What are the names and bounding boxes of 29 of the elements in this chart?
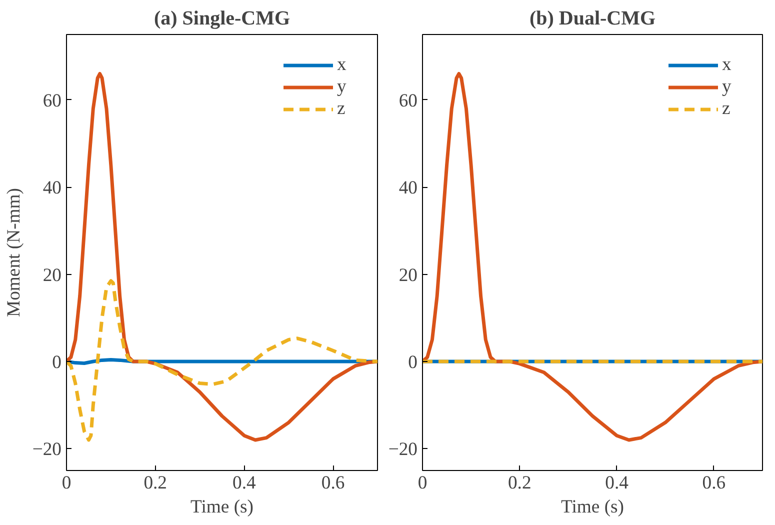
y-tick-label: −20 [32, 439, 62, 460]
x-tick-label: 0.6 [702, 472, 726, 494]
legend-label: x [337, 54, 348, 76]
legend-label: x [722, 54, 732, 76]
y-tick-label: 60 [42, 90, 62, 112]
x-tick-label: 0.4 [232, 472, 257, 494]
x-tick-label: 0.2 [508, 472, 532, 494]
line-series [66, 72, 378, 442]
y-axis-title: Moment (N-mm) [3, 188, 24, 318]
x-axis-title: Time (s) [560, 496, 624, 518]
legend-label: z [337, 98, 346, 120]
x-tick-label: 0.6 [321, 472, 345, 494]
chart-title: (b) Dual-CMG [529, 8, 656, 30]
y-tick-label: 20 [398, 264, 418, 286]
chart-title: (a) Single-CMG [154, 8, 290, 30]
y-tick-label: 40 [398, 178, 418, 199]
y-tick-label: 20 [42, 264, 62, 286]
x-axis-title: Time (s) [190, 496, 254, 518]
legend-label: z [722, 98, 732, 120]
y-tick-label: 0 [408, 352, 418, 373]
x-tick-label: 0.4 [605, 472, 630, 494]
legend-label: y [722, 76, 732, 98]
y-tick-label: 0 [52, 352, 62, 373]
line-series [66, 279, 378, 442]
x-tick-label: 0.2 [144, 472, 168, 494]
y-tick-label: −20 [388, 439, 418, 460]
y-tick-label: 60 [398, 90, 418, 112]
legend-label: y [337, 76, 348, 98]
y-tick-label: 40 [42, 178, 62, 199]
